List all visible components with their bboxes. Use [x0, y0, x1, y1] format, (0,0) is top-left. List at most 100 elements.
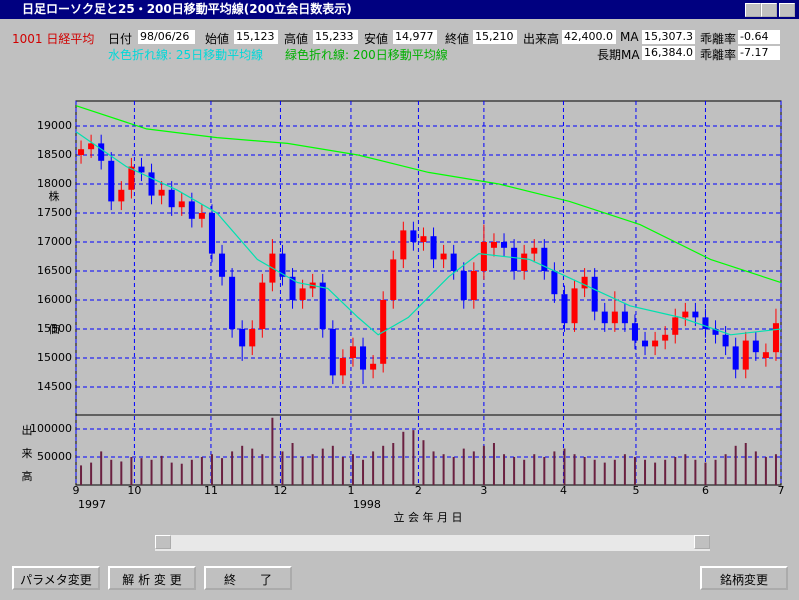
candle-body: [339, 357, 346, 376]
candle-body: [702, 317, 709, 329]
y-tick-label: 14500: [37, 380, 72, 393]
candle-body: [722, 334, 729, 347]
candle-body: [279, 253, 286, 277]
candle-body: [440, 253, 447, 260]
y-tick-label: 18000: [37, 177, 72, 190]
candle-body: [259, 282, 266, 329]
y-axis-label: 価: [49, 323, 60, 336]
candle-body: [470, 270, 477, 300]
candle-body: [450, 253, 457, 271]
candle-body: [88, 143, 95, 150]
candle-body: [712, 328, 719, 335]
chart: 14500 15000 15500 16000 16500 17000 17500 18000…: [22, 100, 785, 524]
year-label: 1998: [353, 498, 381, 511]
x-tick-label: 12: [273, 484, 287, 497]
candle-body: [752, 340, 759, 353]
candle-body: [78, 149, 85, 155]
candle-body: [410, 230, 417, 242]
candle-body: [370, 363, 377, 370]
ma-line: [75, 131, 782, 336]
candle-body: [511, 247, 518, 271]
button[interactable]: 解 析 変 更: [108, 566, 196, 590]
value-box: 15,233: [313, 30, 358, 44]
x-tick-label: 7: [778, 484, 785, 497]
y-axis-label: 株: [49, 189, 60, 203]
candle-body: [490, 241, 497, 248]
candle-body: [430, 236, 437, 260]
value-box: 15,210: [473, 30, 517, 44]
candle-body: [219, 253, 226, 277]
candle-body: [521, 253, 528, 271]
volume-tick-label: 50000: [37, 450, 72, 463]
candle-body: [329, 328, 336, 376]
candle-body: [360, 346, 367, 370]
candle-body: [571, 288, 578, 324]
candle-body: [299, 288, 306, 300]
minimize[interactable]: [745, 3, 761, 17]
value-box: -0.64: [738, 30, 780, 44]
value-box: 14,977: [393, 30, 437, 44]
window-title: 日足ローソク足と25・200日移動平均線(200立会日数表示): [22, 2, 352, 16]
label: 乖離率: [700, 48, 737, 62]
volume-axis-label: 来: [22, 447, 33, 460]
value-box: 15,307.3: [642, 30, 695, 44]
x-tick-label: 5: [632, 484, 639, 497]
x-tick-label: 4: [560, 484, 567, 497]
legend-long: 緑色折れ線: 200日移動平均線: [285, 48, 448, 62]
ma-line: [75, 105, 782, 284]
candle-body: [188, 201, 195, 219]
candle-body: [118, 189, 125, 202]
candle-body: [460, 270, 467, 300]
candle-body: [98, 143, 105, 161]
candle-body: [198, 212, 205, 219]
y-tick-label: 15000: [37, 351, 72, 364]
label: 安値: [364, 32, 389, 46]
legend-short: 水色折れ線: 25日移動平均線: [108, 48, 264, 62]
candle-body: [692, 311, 699, 318]
label: 日付: [108, 32, 133, 46]
scroll-left[interactable]: [155, 535, 171, 549]
y-tick-label: 16000: [37, 293, 72, 306]
candle-body: [591, 276, 598, 312]
maximize[interactable]: [761, 3, 777, 17]
candle-body: [662, 334, 669, 341]
candle-body: [480, 241, 487, 271]
scroll-right[interactable]: [694, 535, 710, 549]
x-tick-label: 1: [347, 484, 354, 497]
candle-body: [631, 323, 638, 341]
y-tick-label: 15500: [37, 322, 72, 335]
label: MA: [620, 30, 639, 44]
candle-body: [319, 282, 326, 329]
x-tick-label: 11: [204, 484, 218, 497]
button[interactable]: 銘柄変更: [700, 566, 788, 590]
candle-body: [349, 346, 356, 358]
candle-body: [772, 323, 779, 353]
x-tick-label: 6: [702, 484, 709, 497]
candle-body: [732, 346, 739, 370]
candle-body: [178, 201, 185, 208]
label: 出来高: [523, 32, 560, 46]
candle-body: [561, 294, 568, 324]
candle-body: [642, 340, 649, 347]
candle-body: [158, 189, 165, 196]
candle-body: [601, 311, 608, 324]
label: 長期MA: [597, 48, 640, 62]
y-tick-label: 17500: [37, 206, 72, 219]
candle-body: [128, 166, 135, 190]
value-box: 16,384.0: [642, 46, 695, 60]
label: 終値: [445, 32, 470, 46]
candle-body: [621, 311, 628, 324]
scrollbar[interactable]: [155, 535, 710, 551]
button[interactable]: パラメタ変更: [12, 566, 100, 590]
y-tick-label: 18500: [37, 148, 72, 161]
value-box: -7.17: [738, 46, 780, 60]
candle-body: [541, 247, 548, 271]
label: 乖離率: [700, 32, 737, 46]
candle-body: [652, 340, 659, 347]
close[interactable]: [779, 3, 795, 17]
button[interactable]: 終 了: [204, 566, 292, 590]
candle-body: [420, 236, 427, 242]
value-box: 15,123: [234, 30, 278, 44]
x-tick-label: 9: [73, 484, 80, 497]
label: 高値: [284, 32, 309, 46]
